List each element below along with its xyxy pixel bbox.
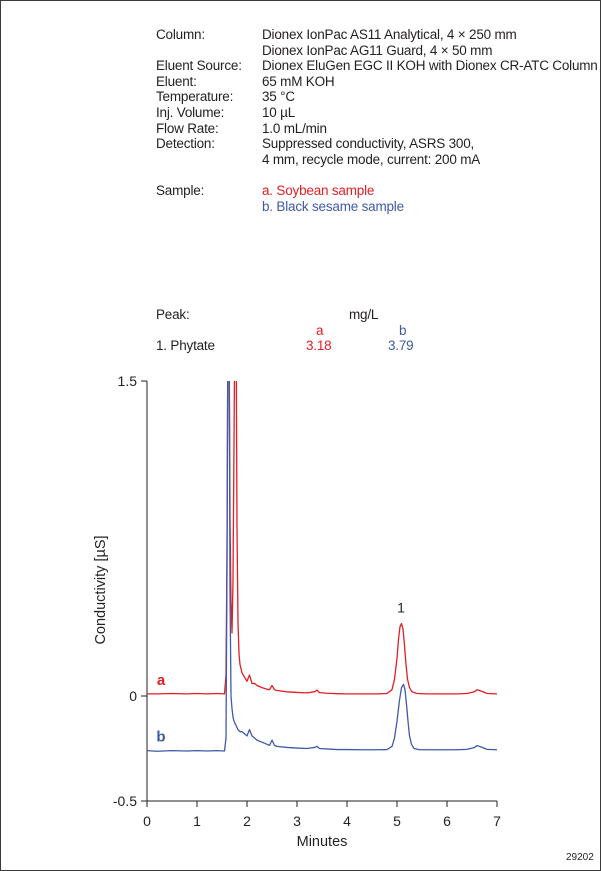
sample-row: Sample: a. Soybean sample (156, 183, 598, 199)
y-tick-label: -0.5 (113, 793, 137, 809)
column-value-1: Dionex IonPac AS11 Analytical, 4 × 250 m… (262, 27, 517, 42)
peak-value-b: 3.79 (388, 338, 414, 354)
peak-label: Peak: (156, 307, 190, 322)
method-conditions: Column: Dionex IonPac AS11 Analytical, 4… (156, 27, 598, 215)
detection-value-2: 4 mm, recycle mode, current: 200 mA (262, 151, 481, 167)
y-axis-label: Conductivity [µS] (93, 535, 109, 644)
flow-rate-row: Flow Rate: 1.0 mL/min (156, 121, 598, 137)
x-axis-label: Minutes (297, 834, 348, 850)
peak-col-b: b (399, 322, 407, 338)
peak-table: Peak: mg/L a b 1. Phytate 3.18 3.79 (156, 307, 456, 367)
x-tick-label: 2 (243, 813, 251, 829)
x-tick-label: 1 (193, 813, 201, 829)
eluent-source-row: Eluent Source: Dionex EluGen EGC II KOH … (156, 58, 598, 74)
eluent-value: 65 mM KOH (262, 73, 335, 89)
x-tick-label: 4 (343, 813, 351, 829)
eluent-source-value: Dionex EluGen EGC II KOH with Dionex CR-… (262, 58, 598, 74)
inj-volume-label: Inj. Volume: (156, 104, 225, 120)
sample-label: Sample: (156, 183, 205, 199)
detection-row: Detection: Suppressed conductivity, ASRS… (156, 136, 598, 152)
x-tick-label: 3 (293, 813, 301, 829)
peak-name: 1. Phytate (156, 338, 215, 354)
column-row-2: Dionex IonPac AG11 Guard, 4 × 50 mm (156, 43, 598, 59)
x-tick-label: 6 (443, 813, 451, 829)
eluent-label: Eluent: (156, 73, 197, 89)
peak-col-a: a (316, 322, 324, 338)
x-tick-label: 7 (493, 813, 501, 829)
y-tick-label: 1.5 (118, 373, 138, 389)
series-a-line (147, 381, 498, 695)
detection-label: Detection: (156, 136, 215, 152)
x-tick-label: 5 (393, 813, 401, 829)
series-a-label: a (157, 672, 166, 689)
temperature-row: Temperature: 35 °C (156, 89, 598, 105)
flow-rate-value: 1.0 mL/min (262, 120, 327, 136)
flow-rate-label: Flow Rate: (156, 120, 219, 136)
column-label: Column: (156, 27, 205, 42)
x-tick-label: 0 (143, 813, 151, 829)
detection-value-1: Suppressed conductivity, ASRS 300, (262, 136, 475, 152)
column-value-2: Dionex IonPac AG11 Guard, 4 × 50 mm (262, 42, 493, 58)
temperature-value: 35 °C (262, 89, 295, 105)
peak-value-a: 3.18 (306, 338, 332, 354)
temperature-label: Temperature: (156, 89, 234, 105)
sample-row-2: b. Black sesame sample (156, 199, 598, 215)
series-b-line (147, 381, 498, 752)
inj-volume-row: Inj. Volume: 10 µL (156, 105, 598, 121)
figure-id: 29202 (566, 852, 594, 863)
eluent-row: Eluent: 65 mM KOH (156, 74, 598, 90)
sample-a: a. Soybean sample (262, 183, 375, 199)
eluent-source-label: Eluent Source: (156, 58, 242, 74)
detection-row-2: 4 mm, recycle mode, current: 200 mA (156, 152, 598, 168)
sample-b: b. Black sesame sample (262, 198, 404, 214)
inj-volume-value: 10 µL (262, 104, 296, 120)
peak-unit: mg/L (349, 307, 379, 322)
y-tick-label: 0 (129, 688, 137, 704)
series-b-label: b (156, 729, 165, 746)
column-row: Column: Dionex IonPac AS11 Analytical, 4… (156, 27, 598, 43)
peak-label: 1 (397, 600, 405, 616)
